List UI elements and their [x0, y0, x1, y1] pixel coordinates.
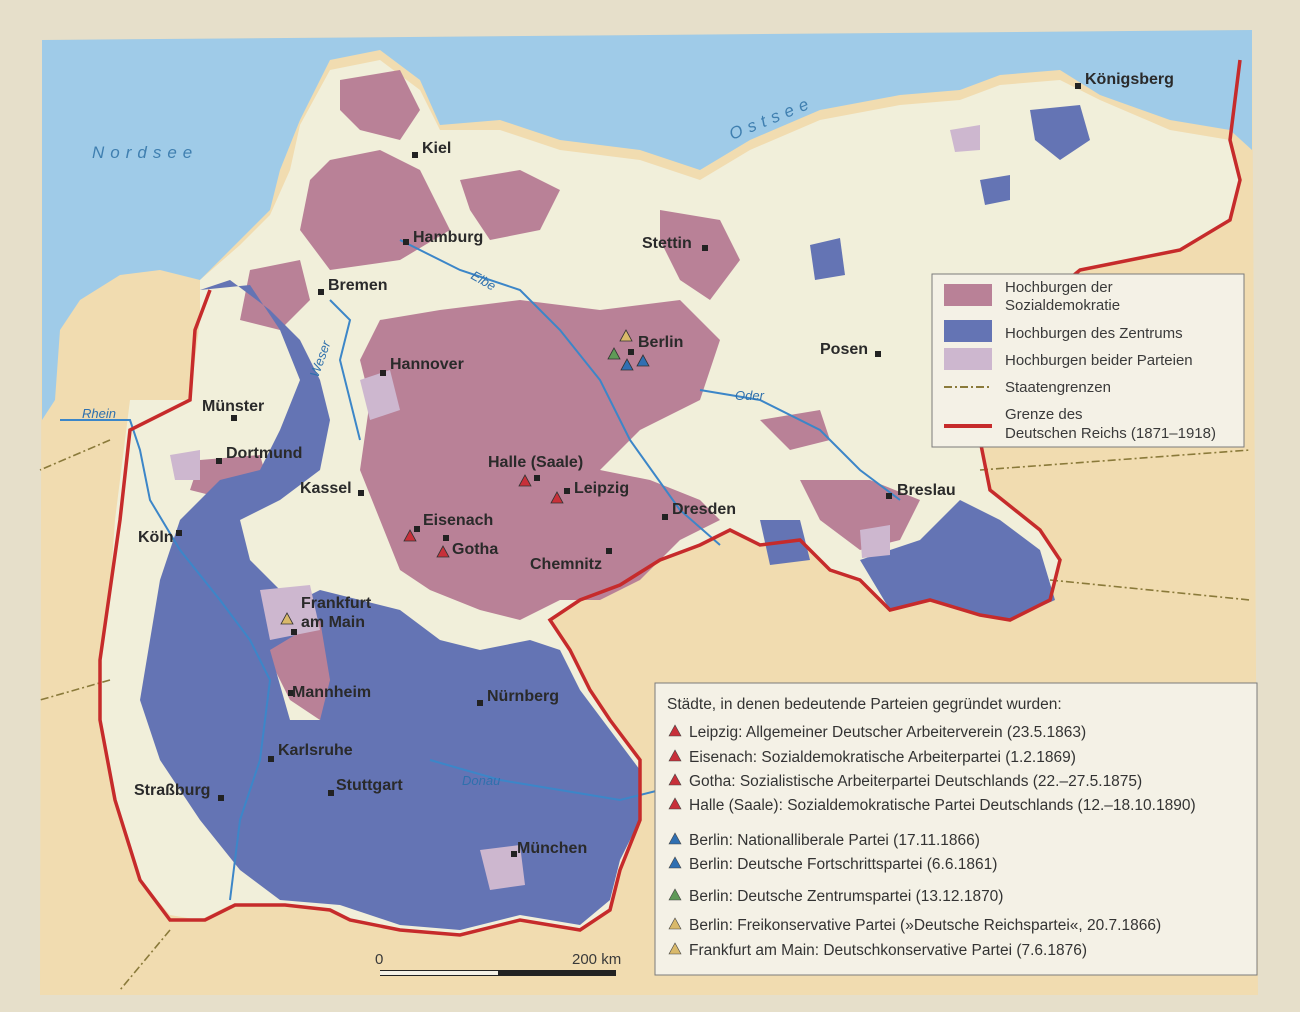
scale-end: 200 km [572, 951, 621, 968]
city-hamburg: Hamburg [413, 229, 483, 246]
city-leipzig: Leipzig [574, 480, 629, 497]
legend-state-borders: Staatengrenzen [1005, 379, 1111, 396]
city-markers [176, 83, 1081, 857]
founding-list: Städte, in denen bedeutende Parteien geg… [654, 682, 1258, 976]
city-nuernberg: Nürnberg [487, 688, 559, 705]
legend-swatch-both [944, 348, 992, 370]
founding-item-text: Berlin: Nationalliberale Partei (17.11.1… [689, 832, 980, 849]
legend-both: Hochburgen beider Parteien [1005, 352, 1193, 369]
city-chemnitz: Chemnitz [530, 556, 602, 573]
founding-item-text: Halle (Saale): Sozialdemokratische Parte… [689, 797, 1196, 814]
founding-title: Städte, in denen bedeutende Parteien geg… [667, 696, 1062, 713]
city-labels: Königsberg Kiel Hamburg Stettin Bremen B… [134, 71, 1174, 857]
reich-border [98, 59, 1242, 937]
city-kassel: Kassel [300, 480, 352, 497]
legend-spd-line2: Sozialdemokratie [1005, 297, 1120, 314]
sea-area [42, 30, 1252, 420]
rivers [60, 239, 901, 901]
founding-item-text: Gotha: Sozialistische Arbeiterpartei Deu… [689, 773, 1142, 790]
city-berlin: Berlin [638, 334, 683, 351]
founding-item-triangle-icon [668, 832, 682, 845]
founding-item-triangle-icon [668, 749, 682, 762]
city-kiel: Kiel [422, 140, 451, 157]
founding-item-triangle-icon [668, 724, 682, 737]
zentrum-strongholds [140, 105, 1090, 930]
city-muenster: Münster [202, 398, 264, 415]
city-bremen: Bremen [328, 277, 388, 294]
founding-markers [280, 329, 650, 625]
city-dresden: Dresden [672, 501, 736, 518]
legend-swatch-zentrum [944, 320, 992, 342]
marker-berlin-fortschritt [620, 358, 634, 371]
legend-zentrum: Hochburgen des Zentrums [1005, 325, 1183, 342]
city-posen: Posen [820, 341, 868, 358]
founding-item-text: Berlin: Deutsche Zentrumspartei (13.12.1… [689, 888, 1003, 905]
founding-item-text: Leipzig: Allgemeiner Deutscher Arbeiterv… [689, 724, 1086, 741]
city-frankfurt-line1: Frankfurt [301, 595, 372, 612]
founding-item-triangle-icon [668, 917, 682, 930]
scale-bar: 0 200 km [375, 951, 621, 976]
city-gotha: Gotha [452, 541, 498, 558]
marker-frankfurt [280, 612, 294, 625]
both-strongholds [170, 125, 980, 890]
marker-halle [518, 474, 532, 487]
marker-berlin-zentrum [607, 347, 621, 360]
marker-gotha [436, 545, 450, 558]
legend-reich-line1: Grenze des [1005, 406, 1083, 423]
founding-item-text: Berlin: Freikonservative Partei (»Deutsc… [689, 917, 1161, 934]
marker-berlin-freikonservativ [619, 329, 633, 342]
city-dortmund: Dortmund [226, 445, 302, 462]
marker-leipzig [550, 491, 564, 504]
city-hannover: Hannover [390, 356, 464, 373]
founding-item-text: Eisenach: Sozialdemokratische Arbeiterpa… [689, 749, 1076, 766]
marker-eisenach [403, 529, 417, 542]
scale-zero: 0 [375, 951, 383, 968]
city-frankfurt-line2: am Main [301, 614, 365, 631]
city-strassburg: Straßburg [134, 782, 210, 799]
city-stettin: Stettin [642, 235, 692, 252]
city-eisenach: Eisenach [423, 512, 493, 529]
city-breslau: Breslau [897, 482, 956, 499]
marker-berlin-nationalliberal [636, 354, 650, 367]
founding-item-triangle-icon [668, 942, 682, 955]
founding-item-triangle-icon [668, 888, 682, 901]
river-label-oder: Oder [735, 388, 765, 403]
founding-item-text: Berlin: Deutsche Fortschrittspartei (6.6… [689, 856, 997, 873]
city-halle: Halle (Saale) [488, 454, 583, 471]
city-koenigsberg: Königsberg [1085, 71, 1174, 88]
city-stuttgart: Stuttgart [336, 777, 403, 794]
sea-label-north: Nordsee [92, 143, 198, 162]
legend-reich-line2: Deutschen Reichs (1871–1918) [1005, 425, 1216, 442]
river-label-rhein: Rhein [82, 406, 116, 421]
river-label-donau: Donau [462, 773, 500, 788]
founding-item-triangle-icon [668, 773, 682, 786]
city-mannheim: Mannheim [292, 684, 371, 701]
founding-item-triangle-icon [668, 797, 682, 810]
founding-item-triangle-icon [668, 856, 682, 869]
founding-item-text: Frankfurt am Main: Deutschkonservative P… [689, 942, 1087, 959]
legend-swatch-spd [944, 284, 992, 306]
city-karlsruhe: Karlsruhe [278, 742, 353, 759]
city-koeln: Köln [138, 529, 174, 546]
city-muenchen: München [517, 840, 587, 857]
legend-spd-line1: Hochburgen der [1005, 279, 1113, 296]
legend: Hochburgen der Sozialdemokratie Hochburg… [931, 273, 1245, 448]
